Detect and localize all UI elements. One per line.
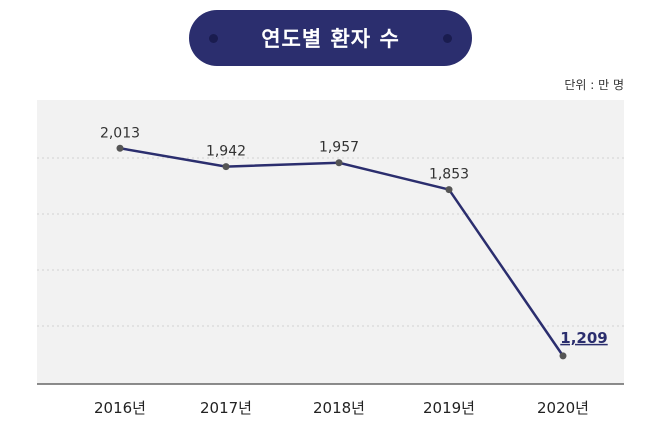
label-group: 2,013 1,942 1,957 1,853 1,209	[100, 125, 608, 347]
title-left-dot-icon	[209, 34, 218, 43]
series-group	[116, 144, 567, 360]
data-point-4	[445, 186, 453, 194]
x-tick-label-5: 2020년	[537, 399, 589, 417]
data-label-3: 1,957	[319, 140, 359, 156]
x-tick-label-1: 2016년	[94, 399, 146, 417]
data-label-4: 1,853	[429, 167, 469, 183]
chart-title: 연도별 환자 수	[261, 27, 400, 51]
data-label-2: 1,942	[206, 144, 246, 160]
data-label-5: 1,209	[560, 329, 607, 347]
data-label-1: 2,013	[100, 125, 140, 141]
x-tick-label-2: 2017년	[200, 399, 252, 417]
unit-label: 단위 : 만 명	[564, 78, 624, 92]
title-right-dot-icon	[443, 34, 452, 43]
x-tick-label-4: 2019년	[423, 399, 475, 417]
plot-background	[37, 100, 624, 384]
data-point-5	[559, 352, 567, 360]
tick-group: 2016년 2017년 2018년 2019년 2020년	[94, 399, 589, 417]
data-point-2	[222, 163, 230, 171]
data-point-1	[116, 144, 124, 152]
data-point-3	[335, 159, 343, 167]
x-tick-label-3: 2018년	[313, 399, 365, 417]
chart-title-pill: 연도별 환자 수	[189, 10, 472, 66]
